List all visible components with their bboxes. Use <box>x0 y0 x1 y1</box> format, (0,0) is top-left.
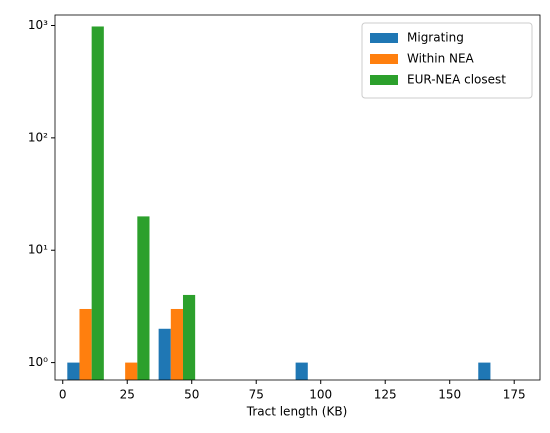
y-tick-label: 10⁰ <box>28 355 48 369</box>
bar <box>125 362 138 380</box>
bar <box>137 216 150 380</box>
x-tick-label: 0 <box>59 388 67 402</box>
bar <box>295 362 308 380</box>
bar <box>158 328 171 380</box>
bar <box>182 294 196 380</box>
x-axis-label: Tract length (KB) <box>246 405 348 419</box>
plot-frame <box>54 14 541 381</box>
bar <box>67 362 80 380</box>
legend-swatch <box>370 75 398 85</box>
legend-label: EUR-NEA closest <box>407 73 506 87</box>
y-tick-label: 10² <box>28 130 48 144</box>
legend-swatch <box>370 33 398 43</box>
legend-box <box>361 22 533 99</box>
bar <box>478 362 491 380</box>
legend-label: Migrating <box>407 31 464 45</box>
legend-swatch <box>370 54 398 64</box>
bar <box>170 308 183 380</box>
x-tick-label: 125 <box>374 388 397 402</box>
x-tick-label: 75 <box>249 388 264 402</box>
x-tick-label: 100 <box>309 388 332 402</box>
x-tick-label: 50 <box>184 388 199 402</box>
bar <box>79 308 92 380</box>
x-tick-label: 175 <box>503 388 526 402</box>
y-tick-label: 10¹ <box>28 243 48 257</box>
x-tick-label: 150 <box>438 388 461 402</box>
legend-label: Within NEA <box>407 52 475 66</box>
x-tick-label: 25 <box>120 388 135 402</box>
y-tick-label: 10³ <box>28 18 48 32</box>
bar <box>91 26 104 380</box>
